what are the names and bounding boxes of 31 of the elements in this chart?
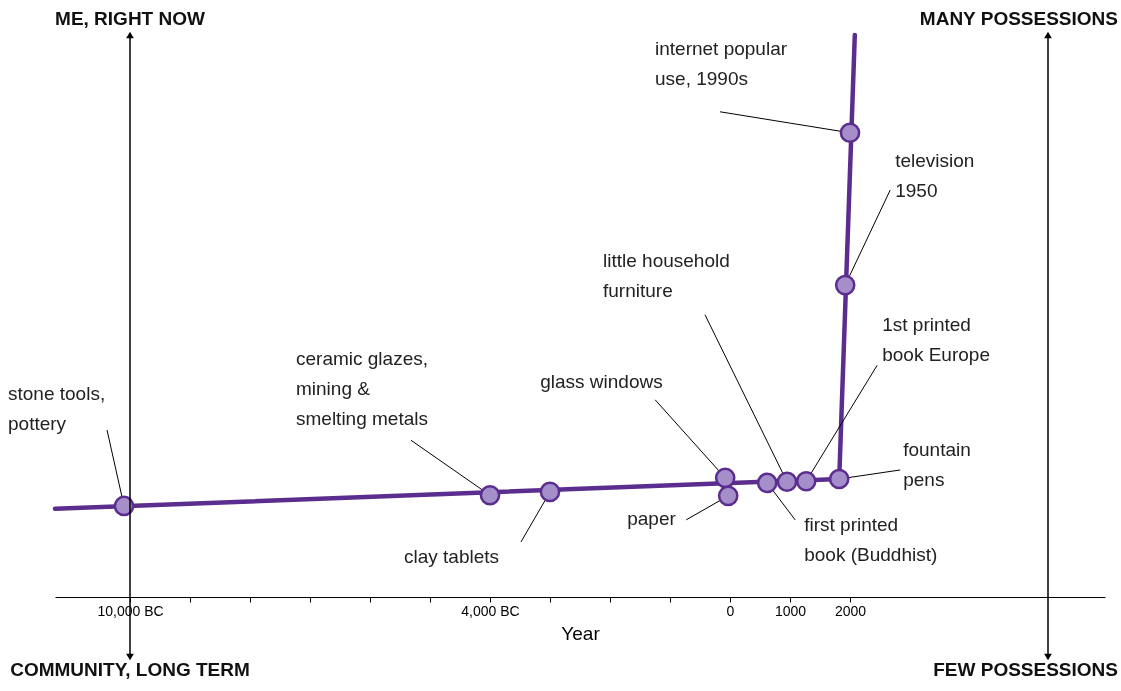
annotation: stone tools, pottery (8, 382, 106, 434)
point (839, 122, 861, 144)
x-tick-label: 2000 (834, 602, 867, 619)
annotation: ceramic glazes, mining & smelting metals (296, 348, 428, 430)
annotation: television 1950 (895, 150, 975, 202)
annotation: fountain pens (903, 438, 971, 490)
annotation: 1st printed book Europe (882, 314, 990, 366)
text: MANY POSSESSIONS (919, 8, 1118, 29)
text: ME, RIGHT NOW (55, 8, 205, 29)
point (828, 468, 850, 490)
point (795, 470, 817, 492)
annotation: internet popular use, 1990s (655, 37, 788, 89)
text: COMMUNITY, LONG TERM (10, 659, 250, 680)
point (714, 467, 736, 489)
point (756, 472, 778, 494)
x-tick-label: 0 (726, 602, 735, 619)
text: FEW POSSESSIONS (933, 659, 1118, 680)
annotation: first printed book (Buddhist) (804, 513, 938, 565)
annotation: clay tablets (404, 545, 500, 567)
point (834, 274, 856, 296)
point (479, 484, 501, 506)
point (776, 471, 798, 493)
annotation: glass windows (540, 370, 663, 392)
point (113, 495, 135, 517)
annotation: little household furniture (603, 249, 730, 301)
x-axis-title: Year (561, 622, 601, 644)
x-tick-label: 4,000 BC (461, 602, 520, 619)
annotation: paper (627, 507, 677, 529)
x-tick-label: 1000 (774, 602, 807, 619)
point (539, 481, 561, 503)
point (717, 485, 739, 507)
